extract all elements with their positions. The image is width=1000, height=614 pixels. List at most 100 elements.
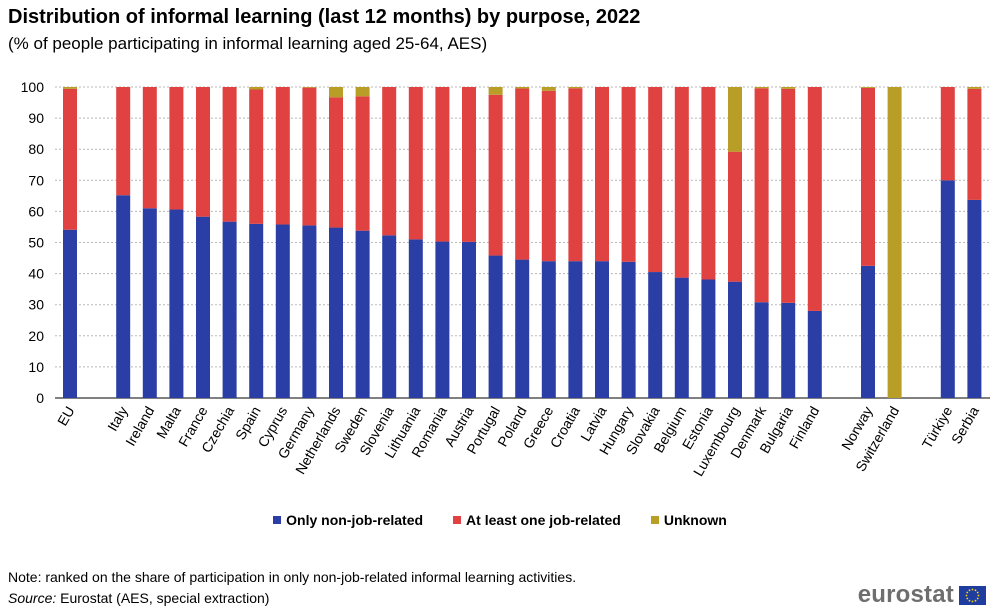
x-tick-label: EU: [54, 404, 78, 429]
bar-unknown-portugal: [488, 87, 503, 95]
bar-at-least-one-job-related-spain: [249, 89, 264, 224]
eurostat-logo: eurostat: [858, 583, 986, 607]
eu-flag-icon: [959, 585, 986, 605]
y-tick-label: 70: [28, 172, 44, 188]
source-text: Eurostat (AES, special extraction): [56, 590, 270, 606]
bar-only-non-job-related-austria: [462, 241, 476, 398]
bar-unknown-switzerland: [887, 87, 902, 398]
bar-at-least-one-job-related-finland: [807, 87, 822, 311]
bar-only-non-job-related-poland: [515, 259, 530, 398]
y-tick-label: 30: [28, 297, 44, 313]
bar-only-non-job-related-spain: [249, 223, 264, 398]
bar-only-non-job-related-bulgaria: [781, 302, 796, 398]
bar-unknown-luxembourg: [728, 87, 742, 152]
legend-swatch-non-job: [273, 516, 282, 524]
y-tick-label: 90: [28, 110, 44, 126]
bar-only-non-job-related-latvia: [595, 261, 609, 398]
flag-star: [966, 591, 969, 593]
bar-unknown-bulgaria: [781, 87, 796, 89]
bar-only-non-job-related-sweden: [355, 230, 370, 398]
bar-at-least-one-job-related-malta: [169, 87, 184, 210]
bar-at-least-one-job-related-portugal: [488, 94, 503, 256]
bar-unknown-sweden: [355, 87, 370, 97]
y-tick-label: 20: [28, 328, 44, 344]
x-tick-label: Türkiye: [919, 403, 956, 451]
flag-star: [977, 594, 980, 596]
flag-star: [966, 597, 969, 599]
legend-item-unknown: Unknown: [650, 512, 727, 528]
bar-at-least-one-job-related-ireland: [142, 87, 157, 209]
flag-star: [974, 599, 977, 602]
bar-only-non-job-related-cyprus: [275, 224, 290, 398]
flag-star: [968, 588, 971, 591]
flag-star: [976, 591, 979, 593]
flag-background: [959, 585, 986, 605]
bar-only-non-job-related-turkiye: [940, 180, 955, 398]
legend-item-job: At least one job-related: [453, 512, 621, 528]
bar-only-non-job-related-lithuania: [408, 239, 423, 398]
bar-unknown-greece: [541, 87, 556, 91]
bar-unknown-poland: [515, 87, 530, 89]
bar-only-non-job-related-slovakia: [648, 272, 663, 398]
legend-label-unknown: Unknown: [663, 512, 727, 528]
bar-only-non-job-related-norway: [861, 265, 875, 398]
bar-at-least-one-job-related-croatia: [568, 88, 583, 262]
bar-unknown-eu: [63, 87, 77, 89]
bar-at-least-one-job-related-serbia: [967, 88, 982, 200]
y-tick-label: 50: [28, 235, 44, 251]
bar-at-least-one-job-related-hungary: [621, 87, 636, 262]
bar-at-least-one-job-related-denmark: [754, 88, 769, 303]
bar-unknown-norway: [861, 87, 875, 88]
bar-only-non-job-related-portugal: [488, 255, 503, 398]
bar-at-least-one-job-related-eu: [63, 88, 77, 230]
bar-at-least-one-job-related-norway: [861, 87, 875, 266]
y-tick-label: 0: [36, 390, 44, 406]
bar-only-non-job-related-netherlands: [329, 227, 343, 398]
bar-unknown-croatia: [568, 87, 583, 89]
bar-only-non-job-related-greece: [541, 261, 556, 398]
bar-at-least-one-job-related-greece: [541, 90, 556, 262]
bar-only-non-job-related-finland: [807, 310, 822, 398]
bar-only-non-job-related-denmark: [754, 302, 769, 398]
bar-at-least-one-job-related-lithuania: [408, 87, 423, 240]
y-tick-label: 100: [21, 79, 45, 95]
y-tick-label: 80: [28, 141, 44, 157]
bar-at-least-one-job-related-cyprus: [275, 87, 290, 225]
bar-at-least-one-job-related-belgium: [674, 87, 689, 278]
bar-at-least-one-job-related-estonia: [701, 87, 716, 280]
bar-only-non-job-related-germany: [302, 225, 317, 398]
bar-at-least-one-job-related-bulgaria: [781, 88, 796, 303]
bar-only-non-job-related-malta: [169, 209, 184, 398]
bar-at-least-one-job-related-slovenia: [382, 87, 397, 236]
flag-star: [971, 600, 974, 602]
bar-only-non-job-related-czechia: [222, 221, 237, 398]
bar-at-least-one-job-related-latvia: [595, 87, 609, 262]
bar-only-non-job-related-serbia: [967, 199, 982, 398]
bar-unknown-denmark: [754, 87, 769, 89]
bar-at-least-one-job-related-slovakia: [648, 87, 663, 273]
bar-only-non-job-related-hungary: [621, 261, 636, 398]
legend-swatch-job: [453, 516, 462, 524]
bar-at-least-one-job-related-romania: [435, 87, 450, 242]
bar-at-least-one-job-related-italy: [116, 87, 131, 196]
chart-title: Distribution of informal learning (last …: [8, 6, 641, 28]
bar-at-least-one-job-related-netherlands: [329, 97, 343, 228]
bar-at-least-one-job-related-czechia: [222, 87, 237, 222]
bar-unknown-netherlands: [329, 87, 343, 98]
x-tick-label: Serbia: [948, 403, 982, 446]
flag-star: [965, 594, 968, 596]
chart-source: Source: Eurostat (AES, special extractio…: [8, 590, 269, 606]
y-tick-label: 60: [28, 203, 44, 219]
x-tick-label: Italy: [104, 404, 131, 434]
legend-label-job: At least one job-related: [466, 512, 621, 528]
bar-at-least-one-job-related-germany: [302, 87, 317, 226]
bar-at-least-one-job-related-france: [196, 87, 210, 217]
legend-label-non-job: Only non-job-related: [286, 512, 424, 528]
bar-only-non-job-related-france: [196, 216, 210, 398]
flag-star: [971, 588, 974, 590]
flag-star: [976, 597, 979, 599]
chart-note: Note: ranked on the share of participati…: [8, 569, 577, 585]
bar-only-non-job-related-estonia: [701, 279, 716, 398]
source-label: Source:: [8, 590, 57, 606]
